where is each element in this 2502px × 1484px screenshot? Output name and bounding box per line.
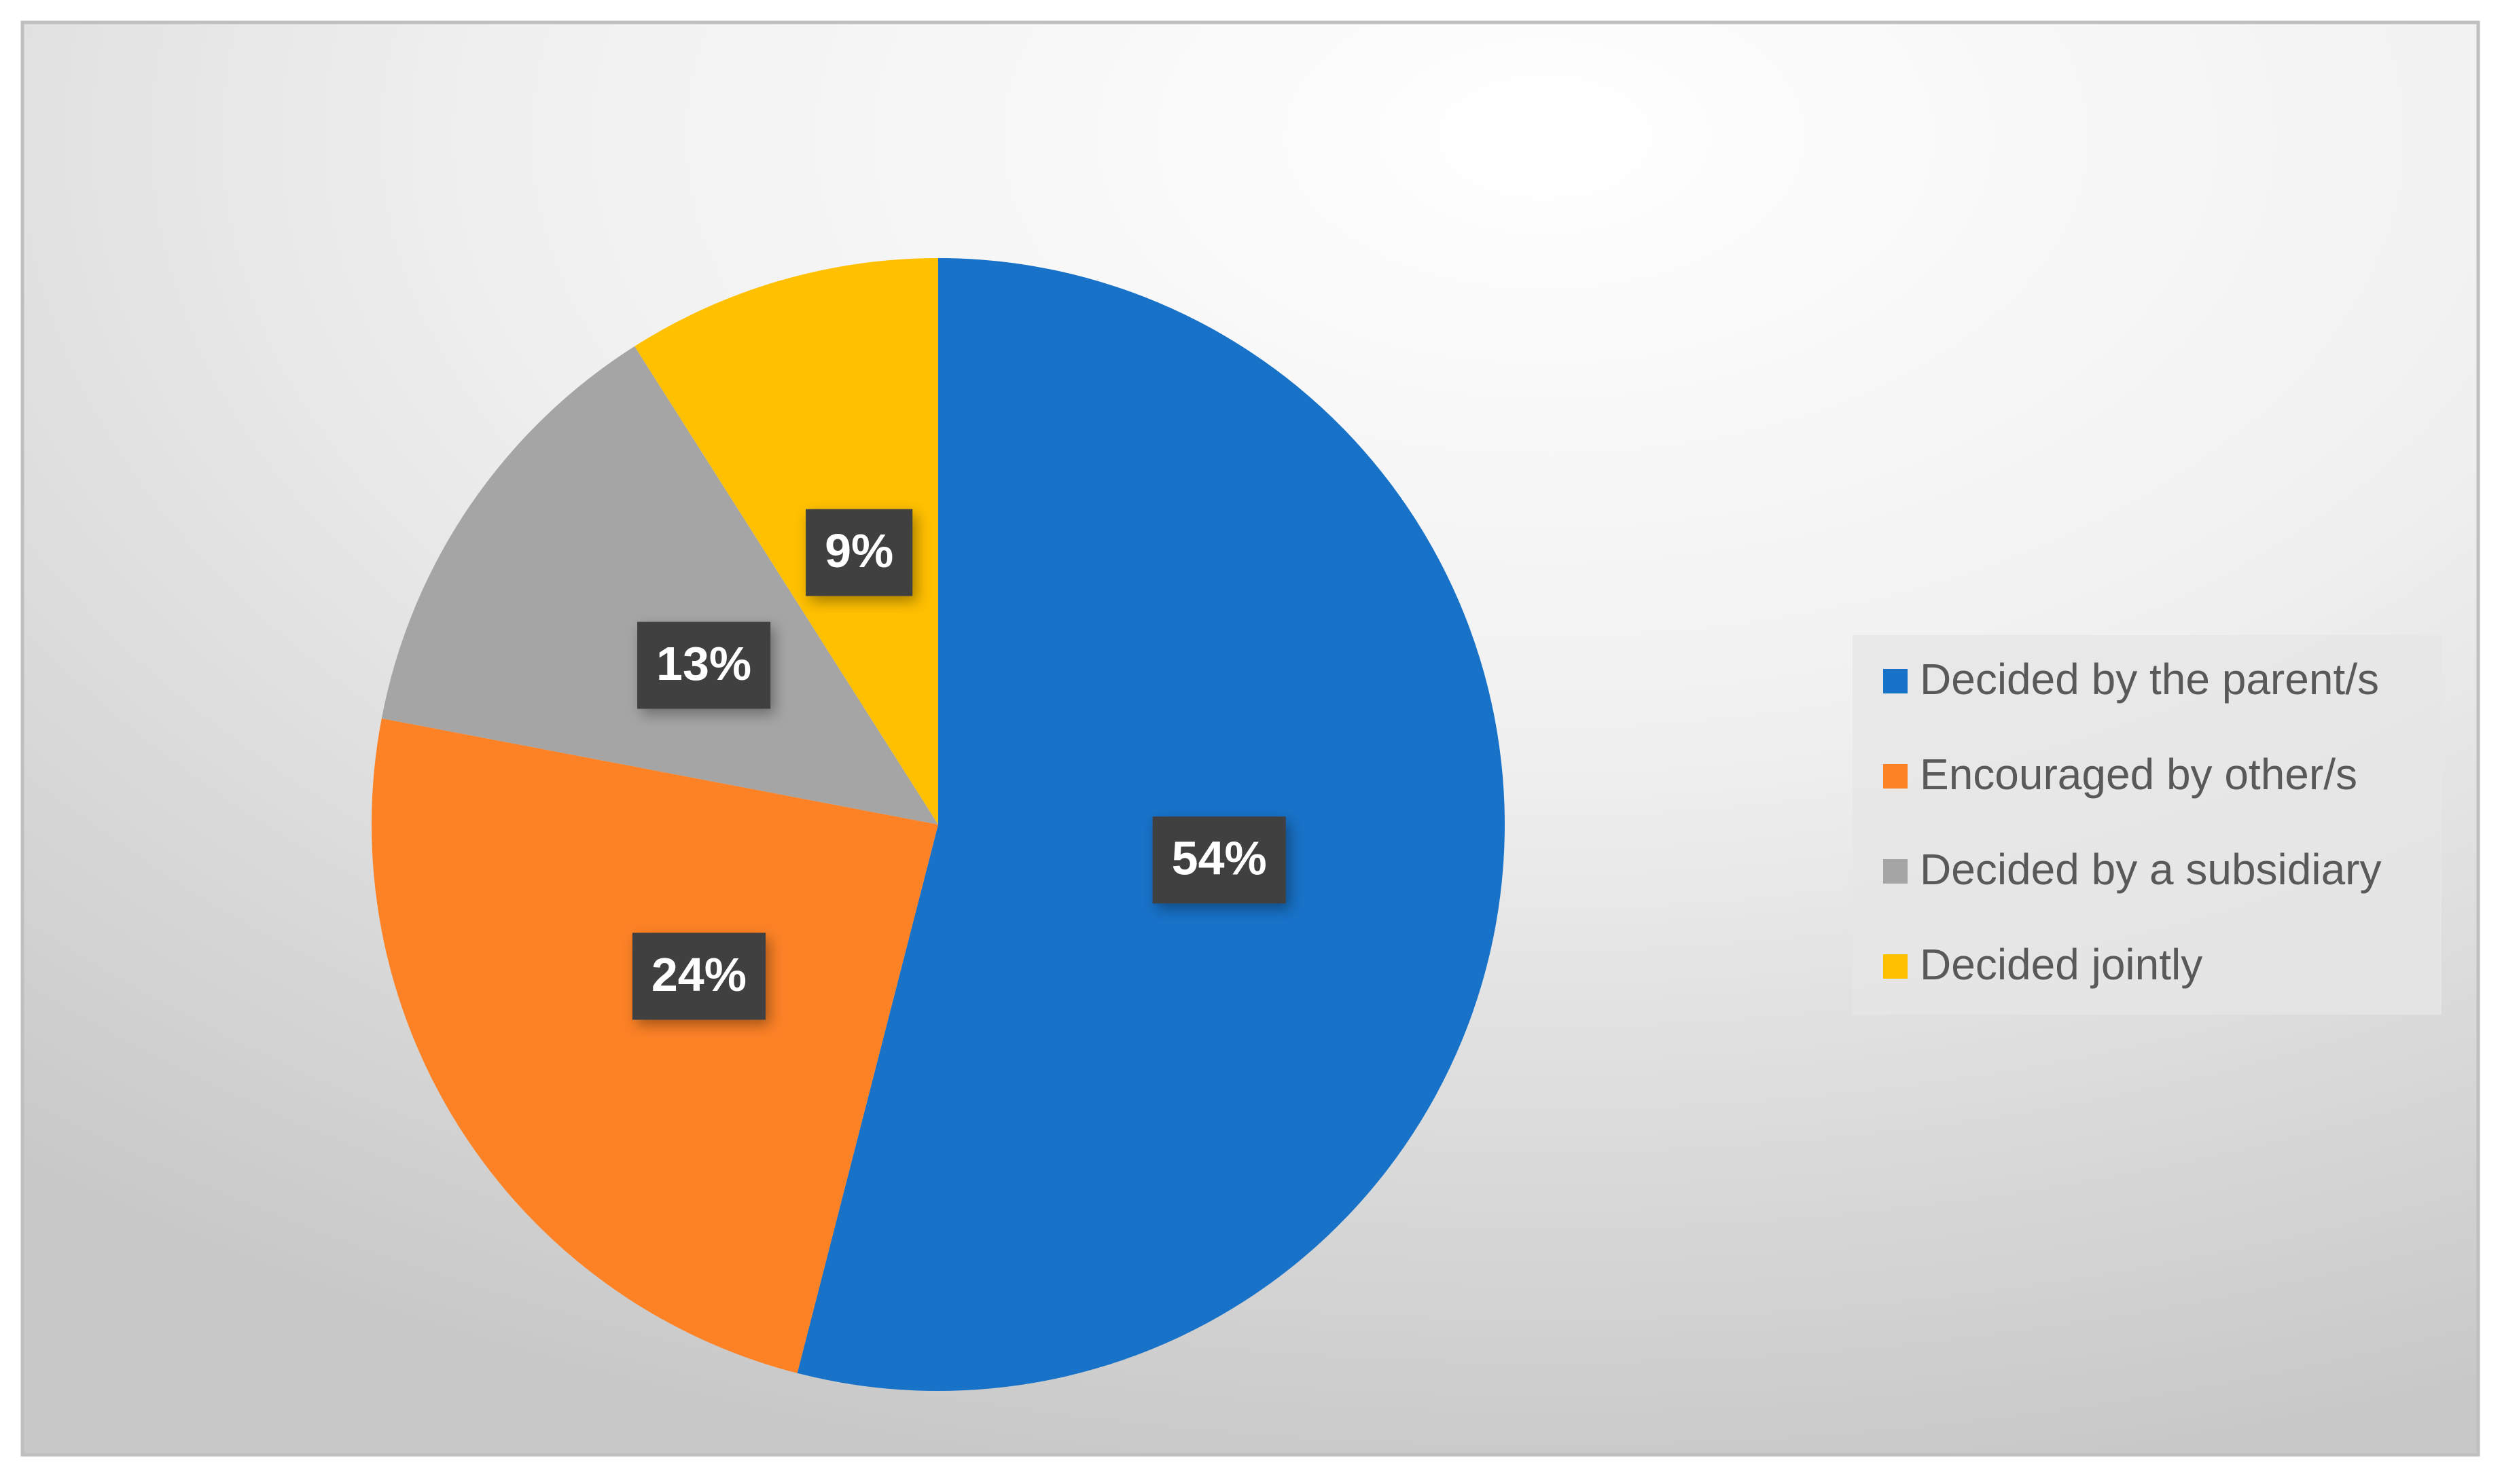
legend-swatch — [1883, 669, 1908, 693]
pie-slice — [635, 258, 938, 825]
legend-label: Encouraged by other/s — [1920, 750, 2357, 799]
data-label-box — [1152, 816, 1286, 904]
pie-slice — [372, 718, 938, 1373]
legend-label: Decided by a subsidiary — [1920, 845, 2381, 894]
legend-label: Decided jointly — [1920, 940, 2202, 989]
data-label-text: 24% — [651, 948, 747, 1001]
legend-swatch — [1883, 859, 1908, 884]
pie-slice — [797, 258, 1505, 1391]
legend-box — [1853, 635, 2442, 1015]
legend-label: Decided by the parent/s — [1920, 655, 2379, 704]
data-label-text: 13% — [656, 637, 751, 690]
legend-swatch — [1883, 954, 1908, 979]
data-label-text: 9% — [825, 524, 893, 577]
data-label-box — [806, 509, 913, 596]
data-label-box — [637, 621, 771, 709]
data-label: 9% — [806, 509, 913, 596]
data-label: 54% — [1152, 816, 1286, 904]
pie-slice — [381, 346, 938, 825]
data-label: 13% — [637, 621, 771, 709]
legend-swatch — [1883, 764, 1908, 789]
data-label-text: 54% — [1172, 832, 1267, 885]
data-label-box — [632, 933, 766, 1020]
data-label: 24% — [632, 933, 766, 1020]
